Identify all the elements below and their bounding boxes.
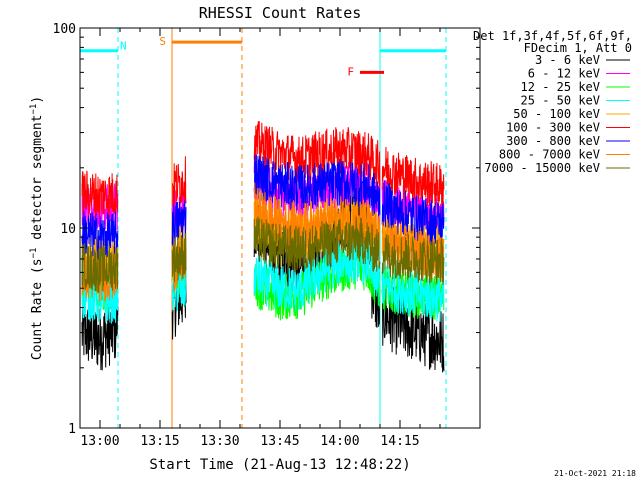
legend-header-detectors: Det 1f,3f,4f,5f,6f,9f, — [473, 29, 632, 43]
legend-entry-label: 7000 - 15000 keV — [484, 161, 600, 175]
legend-entry-label: 800 - 7000 keV — [499, 148, 600, 162]
y-axis-label: Count Rate (s−1 detector segment−1) — [29, 96, 45, 360]
x-tick-label: 13:15 — [140, 434, 179, 449]
legend-entry-label: 25 - 50 keV — [521, 94, 600, 108]
legend-entry-label: 12 - 25 keV — [521, 80, 600, 94]
series-trace-3-6-kev — [81, 178, 445, 373]
x-tick-label: 13:30 — [200, 434, 239, 449]
y-tick-label: 100 — [53, 22, 76, 37]
annotation-label-saa-bar-2: S — [159, 35, 166, 48]
legend-entry-label: 6 - 12 keV — [528, 67, 600, 81]
x-tick-label: 13:00 — [80, 434, 119, 449]
legend-entry-label: 300 - 800 keV — [506, 134, 600, 148]
y-axis-label-main: Count Rate (s — [30, 258, 45, 360]
y-axis-label-exponent: −1 — [29, 248, 39, 259]
annotation-label-night-bar-0: N — [120, 40, 127, 53]
legend-header-decimation: FDecim 1, Att 0 — [524, 41, 632, 55]
legend-entry-label: 100 - 300 keV — [506, 121, 600, 135]
x-tick-label: 14:00 — [320, 434, 359, 449]
series-trace-100-300-kev — [81, 121, 445, 219]
x-tick-label: 13:45 — [260, 434, 299, 449]
y-tick-label: 1 — [68, 422, 76, 437]
y-axis-label-end: ) — [30, 96, 45, 104]
annotation-bars-layer: N S F — [80, 35, 446, 78]
axes-layer: 13:00 13:15 13:30 13:45 14:00 14:15 1 10 100 — [53, 22, 481, 449]
y-tick-label: 10 — [60, 222, 76, 237]
legend-entry-label: 50 - 100 keV — [513, 107, 600, 121]
y-axis-label-middle: detector segment — [30, 115, 45, 248]
chart-title: RHESSI Count Rates — [199, 4, 362, 22]
legend: Det 1f,3f,4f,5f,6f,9f, FDecim 1, Att 0 3… — [473, 29, 632, 175]
plot-timestamp: 21-Oct-2021 21:18 — [554, 469, 636, 478]
x-axis-label: Start Time (21-Aug-13 12:48:22) — [149, 457, 410, 473]
series-trace-300-800-kev — [81, 154, 445, 261]
annotation-label-flare-bar-3: F — [347, 65, 354, 78]
series-layer — [81, 121, 445, 373]
series-trace-7000-15000-kev — [81, 216, 445, 293]
x-tick-label: 14:15 — [380, 434, 419, 449]
y-axis-label-exponent-2: −1 — [29, 104, 39, 115]
legend-entry-label: 3 - 6 keV — [535, 53, 600, 67]
